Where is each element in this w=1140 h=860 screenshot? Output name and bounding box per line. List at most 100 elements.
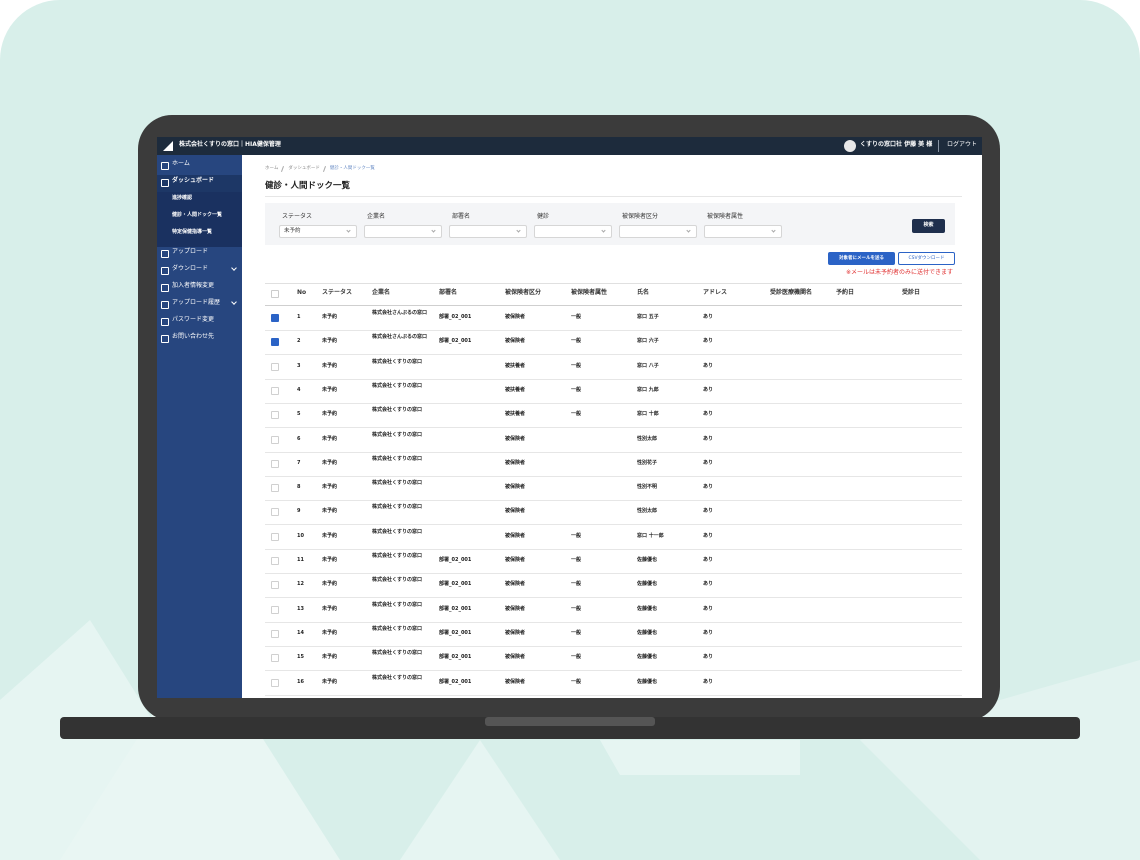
avatar [844, 140, 856, 152]
row-rule [265, 402, 962, 404]
decor-shape [600, 740, 800, 775]
table-cell: 性別太郎 [637, 508, 658, 515]
sidebar-item[interactable]: ホーム [172, 160, 190, 167]
column-header[interactable]: 企業名 [372, 289, 391, 296]
table-cell: 6 [297, 435, 301, 442]
row-checkbox[interactable] [271, 557, 279, 565]
table-cell: 一般 [571, 411, 582, 418]
table-cell: 2 [297, 338, 301, 345]
submenu-item[interactable]: 進捗確認 [172, 195, 193, 201]
sidebar-item[interactable]: アップロード [172, 248, 209, 255]
row-checkbox[interactable] [271, 484, 279, 493]
sidebar-item[interactable]: ダウンロード [172, 265, 209, 272]
sidebar-item[interactable]: お問い合わせ先 [172, 333, 215, 340]
row-checkbox[interactable] [271, 605, 279, 614]
laptop-base [60, 717, 1080, 739]
table-cell: 被保険者 [505, 557, 526, 563]
table-cell: 3 [297, 362, 301, 369]
table-cell: 佐藤優也 [637, 654, 658, 661]
breadcrumb-item[interactable]: ダッシュボード [288, 166, 320, 171]
row-checkbox[interactable] [271, 435, 279, 444]
column-header[interactable]: ステータス [322, 289, 353, 296]
mail-button[interactable]: 対象者にメールを送る [828, 252, 895, 265]
table-cell: 窓口 五子 [637, 314, 659, 320]
table-cell: 一般 [571, 605, 582, 612]
table-cell: あり [703, 314, 714, 320]
row-checkbox[interactable] [271, 362, 279, 371]
table-cell: 株式会社くすりの窓口 [372, 382, 423, 389]
search-button[interactable]: 検索 [912, 219, 945, 233]
logout[interactable]: ログアウト [947, 141, 978, 148]
row-checkbox[interactable] [271, 654, 279, 663]
app-title: 株式会社くすりの窓口｜HIA健保管理 [179, 141, 281, 148]
table-cell: 部署_02_001 [439, 629, 472, 636]
breadcrumb-sep [322, 166, 326, 172]
row-checkbox[interactable] [271, 411, 279, 420]
table-cell: 被扶養者 [505, 411, 526, 418]
row-checkbox[interactable] [271, 314, 279, 322]
sidebar-icon [161, 250, 169, 258]
row-checkbox[interactable] [271, 532, 279, 541]
table-cell: 未予約 [322, 338, 338, 345]
row-rule [265, 548, 962, 550]
table-header-rule [265, 305, 962, 306]
table-cell: 佐藤優也 [637, 605, 658, 612]
header-checkbox[interactable] [271, 290, 279, 298]
table-cell: 株式会社くすりの窓口 [372, 504, 423, 511]
table-cell: あり [703, 629, 714, 636]
row-checkbox[interactable] [271, 508, 279, 517]
table-cell: 窓口 九郎 [637, 386, 659, 393]
sidebar-item[interactable]: アップロード履歴 [172, 299, 221, 306]
column-header[interactable]: No [297, 289, 307, 296]
filter-select[interactable] [619, 225, 697, 238]
table-cell: 未予約 [322, 386, 338, 393]
table-cell: 12 [297, 581, 304, 588]
submenu-item[interactable]: 健診・人間ドック一覧 [172, 212, 223, 218]
table-cell: 9 [297, 508, 301, 515]
filter-label: 部署名 [452, 213, 471, 220]
column-header[interactable]: 氏名 [637, 289, 650, 296]
table-cell: 10 [297, 532, 304, 539]
column-header[interactable]: 部署名 [439, 289, 458, 296]
select-caret [346, 228, 351, 233]
table-cell: 16 [297, 678, 304, 685]
table-cell: 8 [297, 484, 301, 491]
filter-select[interactable] [364, 225, 442, 238]
user-name[interactable]: くすりの窓口社 伊藤 美 様 [860, 141, 933, 148]
row-checkbox[interactable] [271, 338, 279, 347]
table-cell: 一般 [571, 532, 582, 539]
table-cell: 一般 [571, 362, 582, 369]
filter-select[interactable] [449, 225, 527, 238]
column-header[interactable]: 被保険者区分 [505, 289, 542, 296]
title-rule [265, 196, 962, 197]
sidebar-item[interactable]: 加入者情報変更 [172, 282, 215, 289]
submenu-item[interactable]: 特定保健指導一覧 [172, 229, 213, 235]
breadcrumb-item[interactable]: ホーム [265, 166, 279, 171]
column-header[interactable]: アドレス [703, 289, 728, 296]
filter-select[interactable]: 未予約 [279, 225, 357, 238]
column-header[interactable]: 受診医療機関名 [770, 289, 813, 296]
sidebar-item[interactable]: ダッシュボード [172, 177, 215, 184]
column-header[interactable]: 被保険者属性 [571, 289, 608, 296]
table-cell: あり [703, 459, 714, 466]
sidebar-icon [161, 267, 169, 275]
column-header[interactable]: 予約日 [836, 289, 855, 296]
logo-icon [163, 141, 173, 151]
row-rule [265, 451, 962, 453]
row-checkbox[interactable] [271, 386, 279, 395]
column-header[interactable]: 受診日 [902, 289, 921, 296]
filter-select[interactable] [704, 225, 782, 238]
table-cell: 株式会社くすりの窓口 [372, 455, 423, 462]
sidebar-icon [161, 179, 169, 187]
select-caret [771, 228, 776, 233]
row-checkbox[interactable] [271, 581, 279, 590]
csv-button[interactable]: CSVダウンロード [898, 252, 955, 265]
row-checkbox[interactable] [271, 629, 279, 638]
row-checkbox[interactable] [271, 459, 279, 468]
sidebar-item[interactable]: パスワード変更 [172, 316, 215, 323]
row-checkbox[interactable] [271, 678, 279, 687]
table-cell: 被保険者 [505, 314, 526, 320]
filter-select[interactable] [534, 225, 612, 238]
row-rule [265, 573, 962, 574]
table-cell: あり [703, 654, 714, 661]
